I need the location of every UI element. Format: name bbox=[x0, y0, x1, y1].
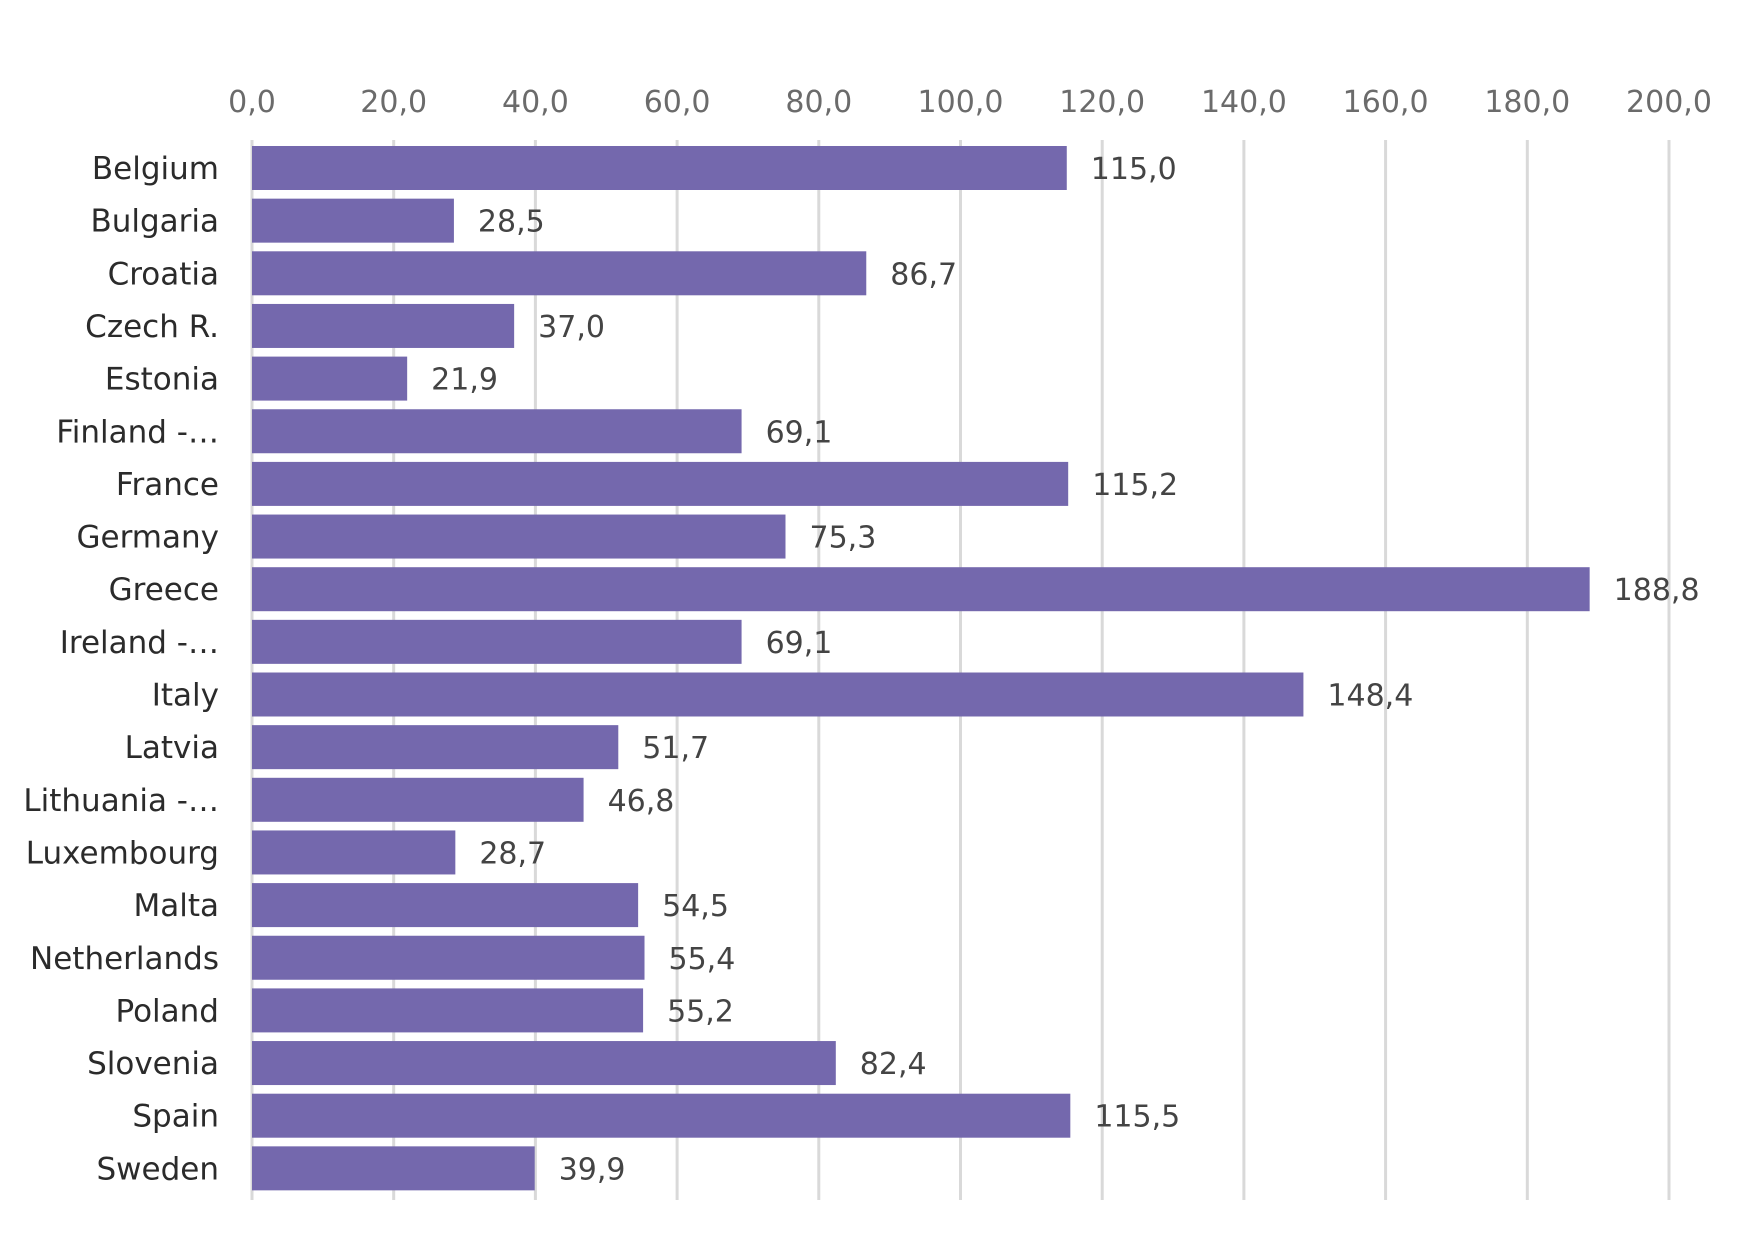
category-label: Lithuania -… bbox=[23, 783, 219, 819]
data-label: 69,1 bbox=[766, 415, 833, 450]
data-label: 115,5 bbox=[1094, 1100, 1180, 1135]
bar bbox=[252, 567, 1590, 612]
bar bbox=[252, 1041, 836, 1086]
bar bbox=[252, 251, 867, 296]
category-label: Slovenia bbox=[87, 1046, 219, 1082]
x-tick-label: 20,0 bbox=[360, 85, 427, 120]
x-tick-label: 80,0 bbox=[785, 85, 852, 120]
category-label: Spain bbox=[132, 1099, 219, 1135]
category-label: Czech R. bbox=[85, 309, 219, 345]
x-tick-label: 100,0 bbox=[918, 85, 1004, 120]
bar bbox=[252, 883, 639, 928]
data-label: 55,4 bbox=[669, 942, 736, 977]
x-tick-label: 200,0 bbox=[1626, 85, 1712, 120]
category-label: Malta bbox=[133, 888, 219, 924]
gridlines bbox=[250, 140, 1671, 1200]
bar bbox=[252, 461, 1069, 506]
bar bbox=[252, 935, 645, 980]
data-label: 75,3 bbox=[810, 521, 877, 556]
category-label: Belgium bbox=[92, 151, 219, 187]
data-label: 86,7 bbox=[890, 257, 957, 292]
data-label: 51,7 bbox=[642, 731, 709, 766]
category-label: Finland -… bbox=[56, 414, 219, 450]
bars bbox=[252, 146, 1590, 1191]
bar bbox=[252, 356, 408, 401]
category-label: Ireland -… bbox=[60, 625, 219, 661]
bar bbox=[252, 830, 456, 875]
bar bbox=[252, 514, 786, 559]
value-labels: 115,0 28,5 86,7 37,0 21,9 69,1 115,2 75,3 188,8 6… bbox=[431, 152, 1699, 1187]
category-label: Germany bbox=[77, 520, 219, 556]
x-tick-label: 0,0 bbox=[228, 85, 276, 120]
category-label: Sweden bbox=[96, 1151, 219, 1187]
category-label: Italy bbox=[152, 678, 219, 714]
x-tick-label: 60,0 bbox=[644, 85, 711, 120]
category-label: Poland bbox=[116, 993, 220, 1029]
category-label: Luxembourg bbox=[26, 835, 219, 871]
x-tick-label: 40,0 bbox=[502, 85, 569, 120]
bar bbox=[252, 146, 1067, 190]
category-labels: Belgium Bulgaria Croatia Czech R. Estonia Fin… bbox=[23, 151, 219, 1187]
category-label: Estonia bbox=[105, 362, 219, 398]
bar bbox=[252, 1146, 535, 1191]
category-label: Latvia bbox=[125, 730, 219, 766]
data-label: 55,2 bbox=[667, 994, 734, 1029]
x-axis-ticks: 0,0 20,0 40,0 60,0 80,0 100,0 120,0 140,0 160,0 1… bbox=[228, 85, 1712, 120]
category-label: Netherlands bbox=[30, 941, 219, 977]
x-tick-label: 180,0 bbox=[1484, 85, 1570, 120]
data-label: 148,4 bbox=[1327, 679, 1413, 714]
category-label: Bulgaria bbox=[90, 204, 219, 240]
data-label: 54,5 bbox=[662, 889, 729, 924]
data-label: 28,7 bbox=[479, 836, 546, 871]
bar bbox=[252, 303, 515, 348]
data-label: 21,9 bbox=[431, 363, 498, 398]
x-tick-label: 120,0 bbox=[1059, 85, 1145, 120]
bar bbox=[252, 725, 619, 770]
category-label: France bbox=[116, 467, 219, 503]
bar bbox=[252, 1093, 1071, 1138]
data-label: 39,9 bbox=[559, 1152, 626, 1187]
data-label: 82,4 bbox=[860, 1047, 927, 1082]
bar bbox=[252, 988, 644, 1033]
data-label: 37,0 bbox=[538, 310, 605, 345]
bar bbox=[252, 198, 454, 243]
category-label: Croatia bbox=[108, 256, 219, 292]
bar bbox=[252, 672, 1304, 717]
x-tick-label: 160,0 bbox=[1343, 85, 1429, 120]
data-label: 115,0 bbox=[1091, 152, 1177, 187]
data-label: 69,1 bbox=[766, 626, 833, 661]
x-tick-label: 140,0 bbox=[1201, 85, 1287, 120]
category-label: Greece bbox=[109, 572, 219, 608]
data-label: 188,8 bbox=[1614, 573, 1700, 608]
data-label: 115,2 bbox=[1092, 468, 1178, 503]
bar bbox=[252, 619, 742, 664]
bar bbox=[252, 777, 584, 822]
bar bbox=[252, 409, 742, 454]
data-label: 28,5 bbox=[478, 205, 545, 240]
data-label: 46,8 bbox=[608, 784, 675, 819]
